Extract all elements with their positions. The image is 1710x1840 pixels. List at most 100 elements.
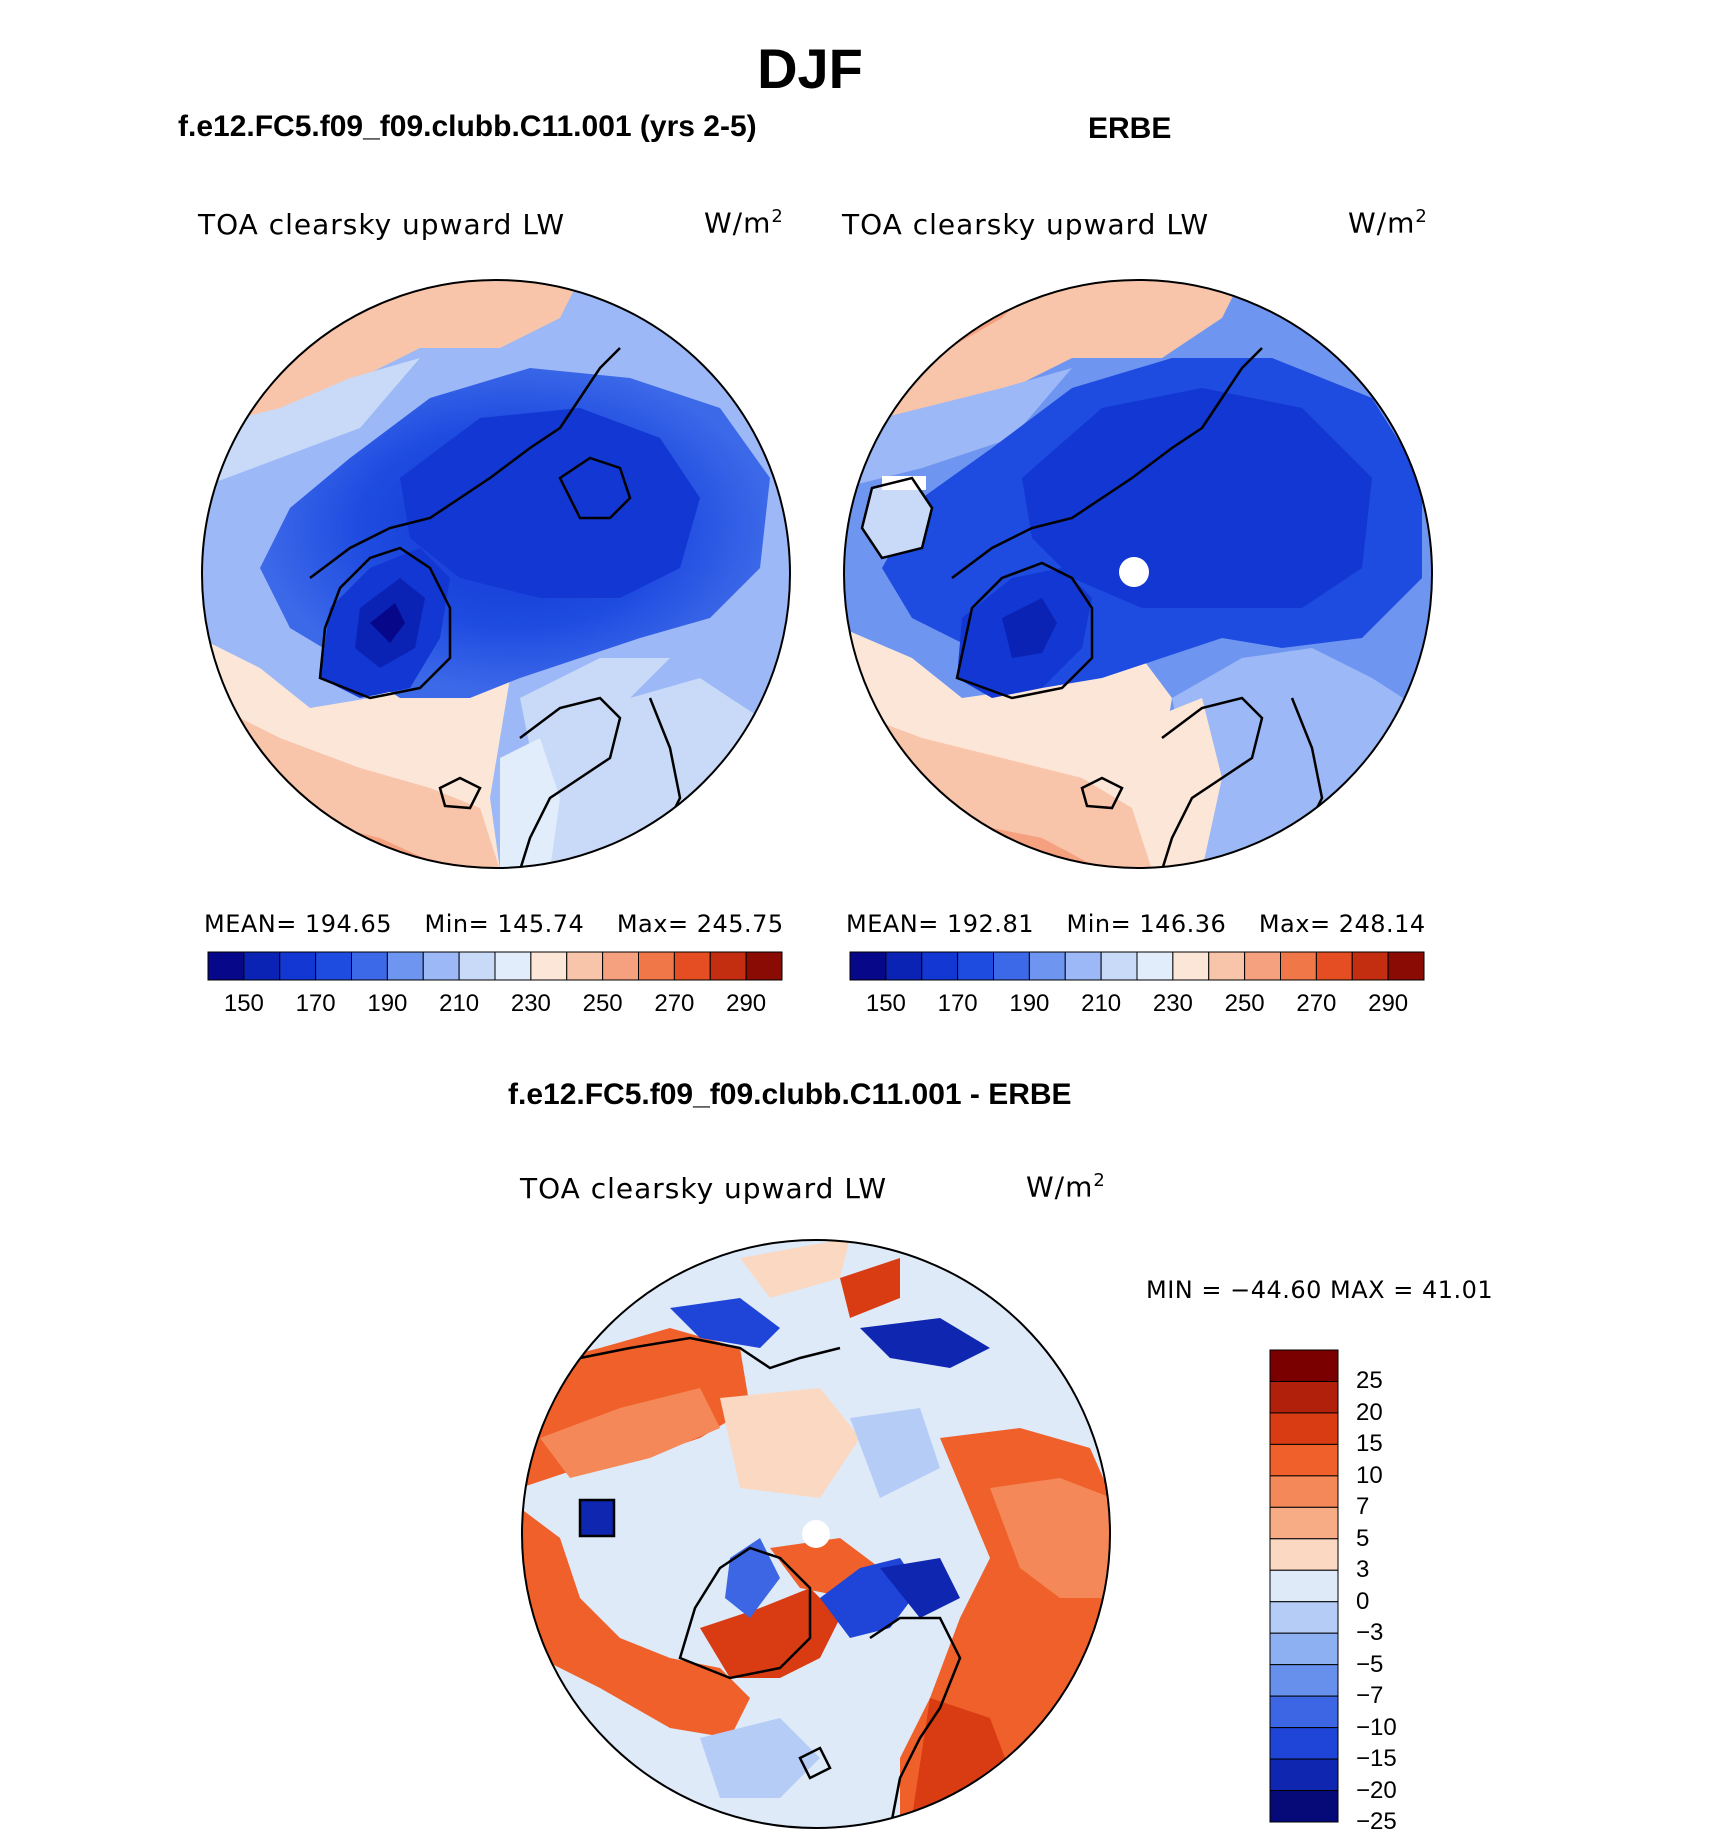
obs-colorbar-tick-label: 230 — [1152, 990, 1193, 1017]
model-colorbar-swatch — [745, 951, 783, 981]
obs-min-value: 146.36 — [1139, 910, 1227, 938]
diff-colorbar-swatch — [1269, 1538, 1339, 1571]
model-colorbar-swatch — [422, 951, 460, 981]
diff-colorbar-swatch — [1269, 1601, 1339, 1634]
obs-polar-map — [843, 279, 1433, 869]
model-max-value: 245.75 — [696, 910, 784, 938]
diff-colorbar — [1269, 1349, 1339, 1823]
obs-units-label: W/m2 — [1348, 206, 1428, 240]
model-polar-map — [201, 279, 791, 869]
obs-min-label: Min= — [1066, 910, 1132, 938]
model-mean-value: 194.65 — [305, 910, 392, 938]
obs-colorbar-swatch — [885, 951, 923, 981]
diff-colorbar-swatch — [1269, 1412, 1339, 1445]
model-colorbar-tick-label: 170 — [295, 990, 336, 1017]
model-colorbar-swatch — [386, 951, 424, 981]
model-colorbar-tick-label: 230 — [510, 990, 551, 1017]
model-colorbar-swatch — [351, 951, 388, 981]
obs-colorbar-swatch — [957, 951, 994, 981]
diff-colorbar-tick-label: 5 — [1356, 1524, 1370, 1552]
obs-colorbar-tick-label: 150 — [865, 990, 906, 1017]
obs-colorbar-swatch — [1315, 951, 1353, 981]
obs-colorbar-swatch — [1208, 951, 1246, 981]
diff-minmax: MIN = −44.60 MAX = 41.01 — [1146, 1276, 1494, 1304]
diff-colorbar-swatch — [1269, 1632, 1339, 1666]
obs-colorbar-swatch — [921, 951, 959, 981]
model-colorbar-swatch — [638, 951, 675, 981]
model-panel-title: f.e12.FC5.f09_f09.clubb.C11.001 (yrs 2-5… — [178, 110, 757, 143]
diff-colorbar-tick-label: 3 — [1356, 1556, 1370, 1584]
model-colorbar-tick-label: 150 — [223, 990, 264, 1017]
obs-colorbar — [849, 951, 1425, 981]
obs-colorbar-tick-label: 190 — [1009, 990, 1050, 1017]
diff-colorbar-tick-label: −3 — [1356, 1619, 1384, 1647]
model-colorbar-swatch — [673, 951, 711, 981]
obs-colorbar-swatch — [1244, 951, 1281, 981]
diff-colorbar-swatch — [1269, 1443, 1339, 1477]
diff-panel-title: f.e12.FC5.f09_f09.clubb.C11.001 - ERBE — [508, 1078, 1072, 1111]
diff-polar-map — [521, 1239, 1111, 1829]
diff-colorbar-swatch — [1269, 1349, 1339, 1382]
obs-colorbar-tick-label: 210 — [1081, 990, 1122, 1017]
model-min-label: Min= — [424, 910, 490, 938]
model-colorbar-swatch — [494, 951, 532, 981]
diff-colorbar-tick-label: −25 — [1356, 1808, 1397, 1835]
diff-colorbar-tick-label: −5 — [1356, 1650, 1384, 1678]
obs-colorbar-swatch — [849, 951, 887, 981]
obs-colorbar-ticks: 150 170 190 210 230 250 270 290 — [850, 990, 1424, 1020]
model-colorbar — [207, 951, 783, 981]
diff-colorbar-swatch — [1269, 1790, 1339, 1823]
diff-units-label: W/m2 — [1026, 1170, 1106, 1204]
obs-variable-label: TOA clearsky upward LW — [842, 208, 1210, 241]
diff-colorbar-swatch — [1269, 1506, 1339, 1540]
model-colorbar-swatch — [315, 951, 352, 981]
obs-mean-label: MEAN= — [846, 910, 939, 938]
obs-mean-value: 192.81 — [947, 910, 1034, 938]
diff-variable-label: TOA clearsky upward LW — [520, 1172, 888, 1205]
diff-colorbar-tick-label: 15 — [1356, 1430, 1383, 1458]
model-colorbar-tick-label: 270 — [654, 990, 695, 1017]
model-colorbar-swatch — [243, 951, 281, 981]
obs-stats: MEAN= 192.81 Min= 146.36 Max= 248.14 — [846, 910, 1426, 938]
diff-colorbar-tick-label: 7 — [1356, 1493, 1370, 1521]
model-max-label: Max= — [616, 910, 689, 938]
obs-colorbar-tick-label: 290 — [1368, 990, 1409, 1017]
diff-colorbar-tick-label: 25 — [1356, 1367, 1383, 1395]
obs-panel-title: ERBE — [1088, 112, 1172, 145]
figure-title: DJF — [757, 37, 863, 100]
model-colorbar-swatch — [566, 951, 604, 981]
obs-colorbar-swatch — [1172, 951, 1210, 981]
obs-colorbar-swatch — [1136, 951, 1174, 981]
diff-colorbar-tick-label: −7 — [1356, 1682, 1384, 1710]
diff-colorbar-tick-label: 20 — [1356, 1398, 1383, 1426]
model-min-value: 145.74 — [497, 910, 585, 938]
obs-colorbar-swatch — [1100, 951, 1138, 981]
model-colorbar-swatch — [709, 951, 747, 981]
model-colorbar-tick-label: 190 — [367, 990, 408, 1017]
obs-colorbar-tick-label: 270 — [1296, 990, 1337, 1017]
obs-max-value: 248.14 — [1338, 910, 1426, 938]
diff-colorbar-tick-label: −10 — [1356, 1713, 1397, 1741]
diff-colorbar-tick-label: 10 — [1356, 1461, 1383, 1489]
model-colorbar-tick-label: 290 — [726, 990, 767, 1017]
model-colorbar-swatch — [530, 951, 568, 981]
diff-colorbar-tick-label: −20 — [1356, 1776, 1397, 1804]
obs-colorbar-tick-label: 250 — [1224, 990, 1265, 1017]
model-colorbar-tick-label: 210 — [439, 990, 480, 1017]
diff-colorbar-ticks: 25 20 15 10 7 5 3 0 −3 −5 −7 −10 −15 −20 −25 — [1356, 1350, 1456, 1835]
model-colorbar-tick-label: 250 — [582, 990, 623, 1017]
model-colorbar-swatch — [207, 951, 245, 981]
obs-colorbar-swatch — [1028, 951, 1066, 981]
model-colorbar-ticks: 150 170 190 210 230 250 270 290 — [208, 990, 782, 1020]
diff-colorbar-tick-label: −15 — [1356, 1745, 1397, 1773]
diff-colorbar-swatch — [1269, 1695, 1339, 1729]
model-mean-label: MEAN= — [204, 910, 297, 938]
model-units-label: W/m2 — [704, 206, 784, 240]
obs-colorbar-swatch — [993, 951, 1030, 981]
model-colorbar-swatch — [458, 951, 496, 981]
obs-colorbar-swatch — [1387, 951, 1425, 981]
diff-colorbar-swatch — [1269, 1475, 1339, 1508]
obs-colorbar-swatch — [1351, 951, 1389, 981]
model-colorbar-swatch — [602, 951, 639, 981]
model-stats: MEAN= 194.65 Min= 145.74 Max= 245.75 — [204, 910, 784, 938]
